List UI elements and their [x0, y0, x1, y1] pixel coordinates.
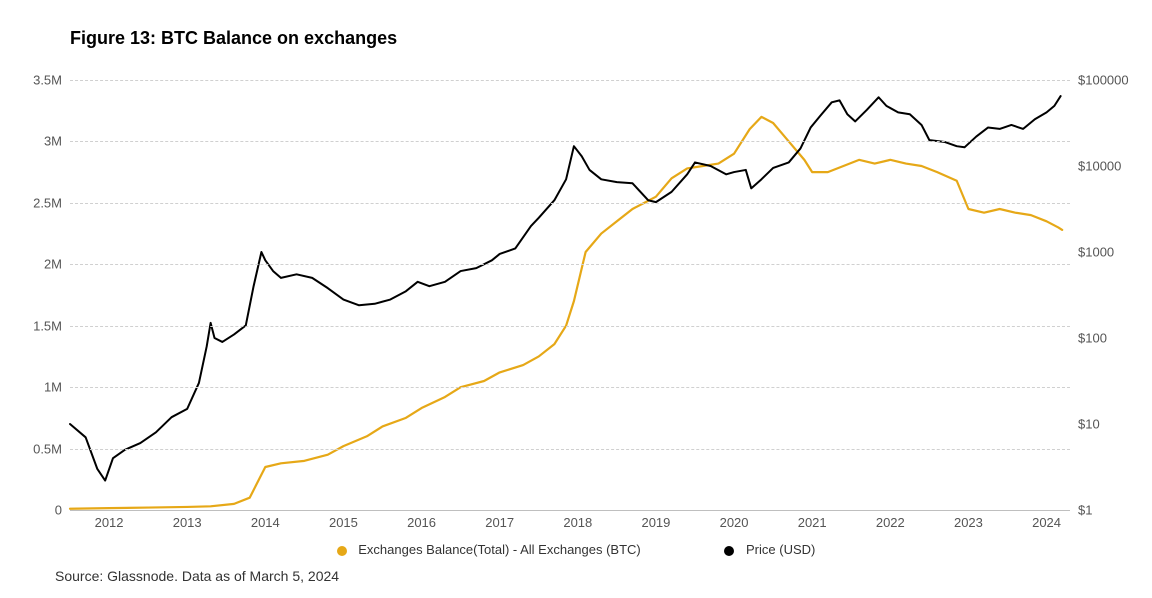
gridline: [70, 80, 1070, 81]
y-left-tick-label: 0.5M: [12, 441, 62, 456]
gridline: [70, 449, 1070, 450]
x-tick-label: 2022: [876, 515, 905, 530]
chart-svg: [70, 80, 1070, 510]
x-tick-label: 2017: [485, 515, 514, 530]
x-tick-label: 2024: [1032, 515, 1061, 530]
y-left-tick-label: 2.5M: [12, 195, 62, 210]
chart-container: Figure 13: BTC Balance on exchanges Exch…: [0, 0, 1152, 598]
legend-item-price: Price (USD): [724, 542, 815, 557]
x-tick-label: 2013: [173, 515, 202, 530]
x-tick-label: 2020: [720, 515, 749, 530]
x-tick-label: 2015: [329, 515, 358, 530]
price-line: [70, 96, 1061, 480]
gridline: [70, 203, 1070, 204]
gridline: [70, 387, 1070, 388]
x-tick-label: 2018: [563, 515, 592, 530]
gridline: [70, 326, 1070, 327]
y-left-tick-label: 1M: [12, 380, 62, 395]
y-left-tick-label: 2M: [12, 257, 62, 272]
x-tick-label: 2014: [251, 515, 280, 530]
x-tick-label: 2021: [798, 515, 827, 530]
legend-label-price: Price (USD): [746, 542, 815, 557]
y-right-tick-label: $100000: [1078, 73, 1148, 88]
y-right-tick-label: $1000: [1078, 245, 1148, 260]
legend: Exchanges Balance(Total) - All Exchanges…: [0, 542, 1152, 557]
chart-title: Figure 13: BTC Balance on exchanges: [70, 28, 397, 49]
y-right-tick-label: $100: [1078, 331, 1148, 346]
legend-dot-balance: [337, 546, 347, 556]
x-tick-label: 2012: [95, 515, 124, 530]
y-left-tick-label: 3M: [12, 134, 62, 149]
legend-item-balance: Exchanges Balance(Total) - All Exchanges…: [337, 542, 641, 557]
legend-label-balance: Exchanges Balance(Total) - All Exchanges…: [358, 542, 641, 557]
y-left-tick-label: 0: [12, 503, 62, 518]
x-tick-label: 2019: [641, 515, 670, 530]
y-right-tick-label: $10: [1078, 417, 1148, 432]
gridline: [70, 264, 1070, 265]
source-text: Source: Glassnode. Data as of March 5, 2…: [55, 568, 339, 584]
plot-area: [70, 80, 1070, 510]
legend-dot-price: [724, 546, 734, 556]
gridline: [70, 141, 1070, 142]
x-tick-label: 2016: [407, 515, 436, 530]
y-right-tick-label: $10000: [1078, 159, 1148, 174]
gridline: [70, 510, 1070, 511]
x-tick-label: 2023: [954, 515, 983, 530]
y-right-tick-label: $1: [1078, 503, 1148, 518]
y-left-tick-label: 1.5M: [12, 318, 62, 333]
y-left-tick-label: 3.5M: [12, 73, 62, 88]
